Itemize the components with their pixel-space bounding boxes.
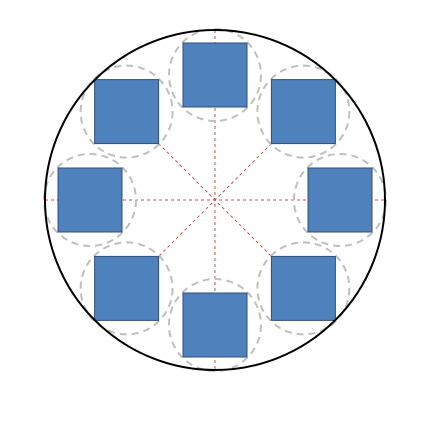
- blue-square: [58, 168, 122, 232]
- blue-square: [183, 43, 247, 107]
- blue-square: [95, 80, 159, 144]
- blue-square: [308, 168, 372, 232]
- blue-square: [271, 80, 335, 144]
- blue-square: [95, 256, 159, 320]
- blue-square: [183, 293, 247, 357]
- blue-square: [271, 256, 335, 320]
